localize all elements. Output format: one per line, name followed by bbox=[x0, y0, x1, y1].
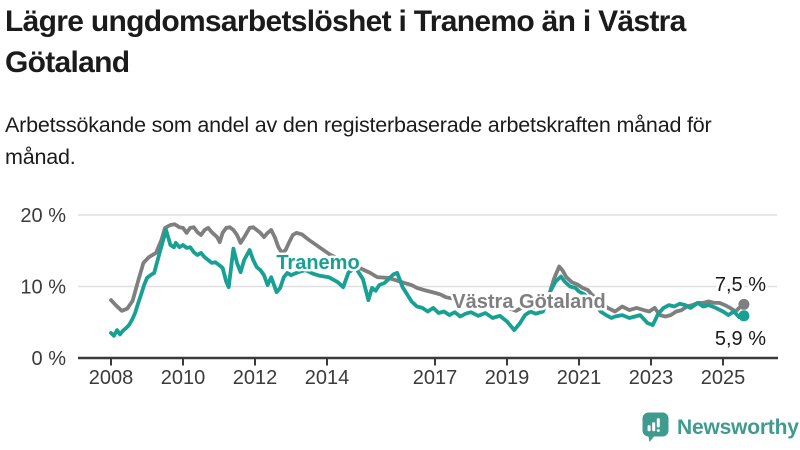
chart-header: Lägre ungdomsarbetslöshet i Tranemo än i… bbox=[5, 2, 790, 174]
x-axis-label: 2010 bbox=[161, 367, 206, 389]
x-axis-label: 2017 bbox=[413, 367, 458, 389]
y-axis-label: 20 % bbox=[20, 205, 66, 227]
series-line-v-stra-g-taland bbox=[109, 222, 746, 319]
chart-series bbox=[109, 222, 750, 338]
end-value-label-vastra-gotaland: 7,5 % bbox=[715, 274, 766, 296]
brand-name: Newsworthy bbox=[677, 415, 799, 439]
x-axis-label: 2014 bbox=[305, 367, 350, 389]
chart-subtitle: Arbetssökande som andel av den registerb… bbox=[5, 113, 712, 170]
series-label-vastra-gotaland: Västra Götaland bbox=[452, 291, 605, 313]
x-axis-label: 2008 bbox=[89, 367, 134, 389]
end-dot-v-stra-g-taland bbox=[738, 298, 750, 310]
newsworthy-icon bbox=[642, 412, 669, 442]
page-title: Lägre ungdomsarbetslöshet i Tranemo än i… bbox=[5, 5, 686, 79]
x-axis-label: 2025 bbox=[701, 367, 746, 389]
speech-bubble-tail bbox=[648, 434, 656, 442]
x-axis-label: 2023 bbox=[629, 367, 674, 389]
newsworthy-logo: Newsworthy bbox=[642, 412, 799, 443]
x-axis-label: 2012 bbox=[233, 367, 278, 389]
series-label-tranemo: Tranemo bbox=[276, 252, 359, 274]
x-axis-label: 2019 bbox=[485, 367, 530, 389]
chart-labels: Tranemo Västra Götaland 7,5 % 5,9 % bbox=[274, 250, 769, 353]
x-axis-label: 2021 bbox=[557, 367, 602, 389]
end-dot-tranemo bbox=[738, 310, 750, 322]
chart-axes: 0 % 10 % 20 % 2008 2010 2012 2014 2017 2019 2021 2… bbox=[20, 205, 778, 389]
y-axis-label: 10 % bbox=[20, 277, 66, 299]
series-line-tranemo bbox=[109, 228, 746, 338]
line-chart: 0 % 10 % 20 % 2008 2010 2012 2014 2017 2019 2021 2… bbox=[20, 205, 778, 389]
y-axis-label: 0 % bbox=[32, 348, 67, 370]
end-value-label-tranemo: 5,9 % bbox=[715, 328, 766, 350]
